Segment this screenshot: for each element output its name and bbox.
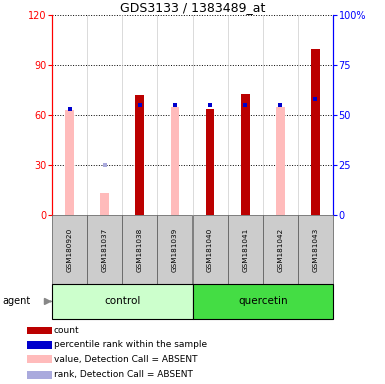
Bar	[206, 109, 214, 215]
Text: GSM181043: GSM181043	[313, 227, 318, 272]
Text: rank, Detection Call = ABSENT: rank, Detection Call = ABSENT	[54, 370, 193, 379]
Text: GSM181042: GSM181042	[277, 227, 283, 272]
Text: percentile rank within the sample: percentile rank within the sample	[54, 340, 207, 349]
Text: control: control	[104, 296, 141, 306]
Bar	[27, 326, 52, 334]
Bar	[192, 284, 333, 319]
Bar	[87, 215, 122, 284]
Bar	[276, 107, 285, 215]
Bar	[298, 215, 333, 284]
Bar	[171, 107, 179, 215]
Point	[137, 102, 143, 108]
Text: GSM181039: GSM181039	[172, 227, 178, 272]
Text: GSM180920: GSM180920	[67, 227, 72, 272]
Text: count: count	[54, 326, 80, 335]
Point	[172, 102, 178, 108]
Bar	[52, 215, 87, 284]
Point	[67, 106, 73, 112]
Bar	[100, 194, 109, 215]
Bar	[122, 215, 157, 284]
Text: agent: agent	[2, 296, 30, 306]
Bar	[311, 49, 320, 215]
Text: value, Detection Call = ABSENT: value, Detection Call = ABSENT	[54, 355, 198, 364]
Bar	[263, 215, 298, 284]
Bar	[192, 215, 228, 284]
Bar	[65, 110, 74, 215]
Bar	[136, 107, 144, 215]
Text: GSM181040: GSM181040	[207, 227, 213, 272]
Bar	[27, 355, 52, 363]
Point	[207, 102, 213, 108]
Title: GDS3133 / 1383489_at: GDS3133 / 1383489_at	[120, 1, 265, 14]
Bar	[27, 341, 52, 349]
Point	[242, 102, 248, 108]
Text: GSM181038: GSM181038	[137, 227, 143, 272]
Point	[67, 106, 73, 112]
Bar	[136, 95, 144, 215]
Text: GSM181037: GSM181037	[102, 227, 108, 272]
Bar	[241, 94, 249, 215]
Text: GSM181041: GSM181041	[242, 227, 248, 272]
Bar	[52, 284, 192, 319]
Bar	[27, 371, 52, 379]
Point	[277, 102, 283, 108]
Bar	[157, 215, 192, 284]
Point	[312, 96, 318, 102]
Text: quercetin: quercetin	[238, 296, 288, 306]
Bar	[228, 215, 263, 284]
Point	[102, 162, 108, 168]
